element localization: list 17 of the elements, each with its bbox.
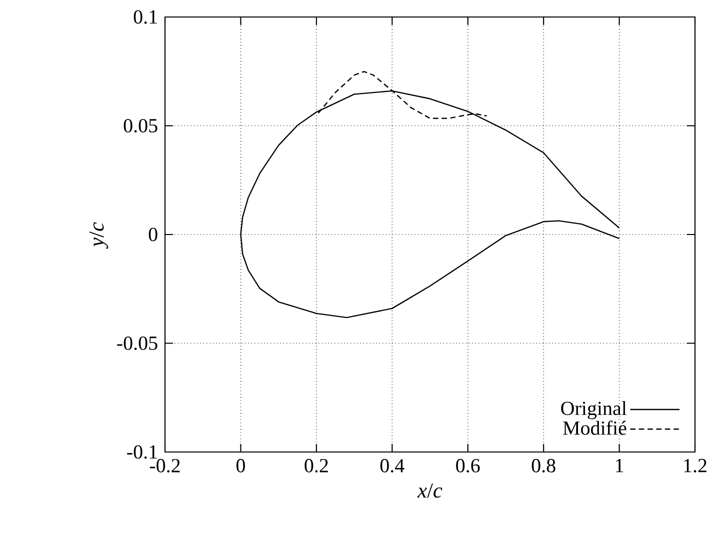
legend-label: Original [561,401,627,420]
legend-label: Modifié [563,420,626,435]
x-tick-label: 0.8 [532,458,556,473]
x-axis-title: x/c [417,483,442,498]
y-tick-label: 0.1 [134,10,157,24]
x-tick-label: 0.2 [304,458,328,473]
x-tick-label: 0.4 [380,458,404,473]
x-tick-label: 1.2 [684,458,706,472]
x-tick-label: -0.2 [150,458,180,473]
y-axis-title: y/c [89,222,108,249]
x-tick-label: 0 [236,458,245,472]
x-tick-label: 0.6 [456,458,480,473]
y-tick-label: 0.05 [124,118,158,133]
x-tick-label: 1 [616,458,624,472]
y-tick-label: 0 [148,228,158,242]
y-tick-label: -0.05 [117,336,158,350]
y-tick-label: -0.1 [127,445,157,459]
